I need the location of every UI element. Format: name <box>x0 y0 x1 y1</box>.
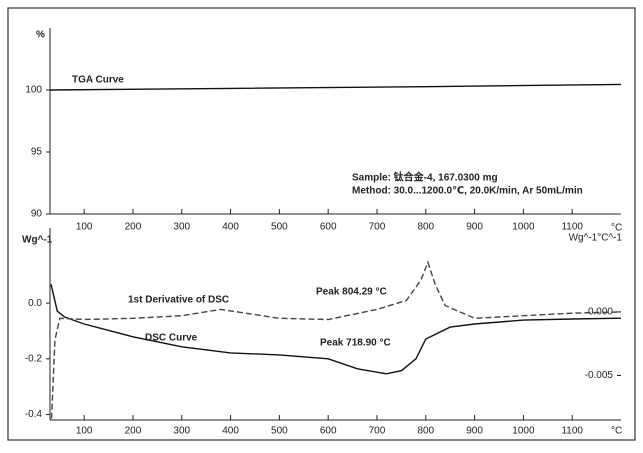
y2-label: Wg^-1°C^-1 <box>569 233 623 244</box>
x-tick-label: 1000 <box>512 222 535 233</box>
x-tick-label: 500 <box>271 222 288 233</box>
y-tick-label: 90 <box>31 209 43 220</box>
y-tick-label: 95 <box>31 147 43 158</box>
x-tick-label: 100 <box>76 222 93 233</box>
x-tick-label: 500 <box>271 426 288 437</box>
y2-tick-label: -0.005 <box>585 370 614 381</box>
x-tick-label: 1100 <box>561 426 583 437</box>
x-tick-label: 400 <box>222 426 239 437</box>
x-tick-label: 700 <box>369 222 386 233</box>
series-line <box>50 260 622 419</box>
series-line <box>49 83 622 91</box>
x-tick-label: 200 <box>125 426 142 437</box>
x-tick-label: 100 <box>76 426 93 437</box>
frame <box>7 7 636 441</box>
x-tick-label: 600 <box>320 222 337 233</box>
x-tick-label: 800 <box>417 426 434 437</box>
x-label: °C <box>611 426 622 437</box>
y-tick-label: -0.4 <box>25 409 43 420</box>
series-label: 1st Derivative of DSC <box>128 295 229 306</box>
x-tick-label: 300 <box>173 426 190 437</box>
x-tick-label: 900 <box>466 426 483 437</box>
x-tick-label: 700 <box>369 426 386 437</box>
y-tick-label: 0.0 <box>28 298 42 309</box>
x-tick-label: 400 <box>222 222 239 233</box>
series-line <box>50 284 622 375</box>
y-tick-label: -0.2 <box>25 353 43 364</box>
annotation: Sample: 钛合金-4, 167.0300 mg <box>352 171 498 184</box>
y2-tick-label: 0.000 <box>588 307 613 318</box>
x-tick-label: 1100 <box>561 222 583 233</box>
series-label: TGA Curve <box>72 75 124 86</box>
x-tick-label: 800 <box>417 222 434 233</box>
x-tick-label: 300 <box>173 222 190 233</box>
x-tick-label: 200 <box>125 222 142 233</box>
y-label: Wg^-1 <box>22 235 53 246</box>
annotation: Peak 718.90 °C <box>320 338 391 349</box>
x-label: °C <box>611 223 622 234</box>
x-tick-label: 900 <box>466 222 483 233</box>
x-tick-label: 600 <box>320 426 337 437</box>
annotation: Method: 30.0...1200.0℃, 20.0K/min, Ar 50… <box>352 186 583 197</box>
annotation: Peak 804.29 °C <box>316 287 387 298</box>
series-label: DSC Curve <box>145 333 198 344</box>
y-label: % <box>36 30 45 41</box>
x-tick-label: 1000 <box>512 426 535 437</box>
y-tick-label: 100 <box>25 85 42 96</box>
